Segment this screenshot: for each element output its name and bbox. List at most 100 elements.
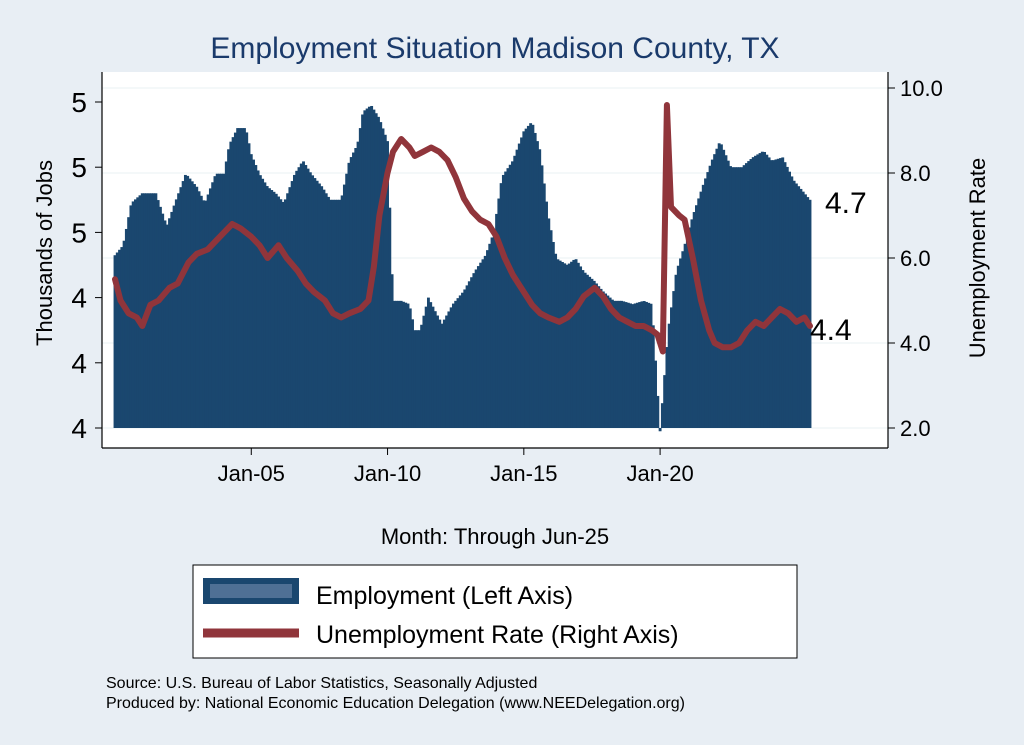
employment-end-label: 4.7	[825, 187, 867, 220]
employment-bar-147	[447, 311, 451, 428]
employment-bar-256	[695, 205, 698, 428]
employment-bar-25	[170, 211, 174, 428]
x-tick-label-3: Jan-20	[626, 461, 693, 486]
employment-bar-250	[681, 251, 685, 428]
employment-bar-55	[238, 128, 242, 428]
employment-bar-139	[429, 302, 433, 428]
employment-bar-138	[426, 297, 430, 428]
employment-bar-298	[790, 176, 794, 428]
employment-bar-61	[252, 159, 255, 429]
employment-bar-167	[492, 229, 496, 428]
employment-bar-292	[776, 158, 780, 429]
employment-bar-142	[436, 315, 439, 428]
employment-bar-207	[583, 272, 587, 428]
employment-bar-243	[665, 347, 669, 428]
employment-bar-31	[183, 174, 187, 428]
employment-bar-158	[472, 273, 476, 428]
left-tick-label-1: 4	[71, 348, 87, 379]
employment-bar-109	[361, 114, 365, 428]
employment-bar-83	[302, 161, 305, 428]
employment-bar-305	[806, 197, 810, 428]
axes	[101, 72, 889, 449]
employment-bar-262	[708, 165, 712, 429]
employment-bar-191	[547, 218, 551, 428]
employment-bar-221	[615, 300, 619, 428]
employment-bar-233	[642, 301, 646, 428]
employment-bar-92	[322, 189, 326, 428]
employment-bar-282	[754, 155, 757, 429]
employment-bar-28	[177, 193, 181, 428]
employment-bar-89	[315, 180, 319, 428]
employment-bar-203	[574, 259, 578, 428]
employment-bar-112	[367, 106, 371, 428]
employment-bar-304	[804, 194, 807, 428]
employment-bar-3	[120, 247, 124, 428]
employment-bar-23	[165, 224, 169, 428]
x-tick-label-0: Jan-05	[218, 461, 285, 486]
x-tick-label-2: Jan-15	[490, 461, 557, 486]
employment-bar-188	[540, 165, 544, 428]
legend-employment-label: Employment (Left Axis)	[316, 582, 573, 610]
employment-bar-143	[438, 319, 442, 428]
employment-bar-71	[274, 193, 278, 428]
employment-bar-102	[345, 173, 349, 428]
employment-bar-255	[692, 212, 696, 428]
employment-bar-283	[756, 154, 760, 428]
employment-bar-64	[258, 175, 262, 428]
employment-bar-173	[506, 168, 510, 429]
employment-bar-179	[520, 137, 523, 428]
employment-bar-162	[481, 259, 485, 428]
employment-bar-10	[136, 197, 140, 428]
right-axis-label: Unemployment Rate	[965, 158, 990, 359]
employment-bar-110	[363, 110, 367, 428]
employment-bar-58	[245, 132, 249, 428]
employment-bar-117	[379, 122, 383, 428]
employment-bar-75	[283, 199, 287, 428]
unemployment-line	[112, 102, 813, 355]
employment-bar-246	[672, 291, 676, 428]
employment-bar-111	[365, 108, 369, 429]
unemployment-line-path	[112, 102, 813, 355]
employment-bar-193	[551, 241, 555, 428]
right-axis-ticks: 2.0 4.0 6.0 8.0 10.0	[888, 76, 943, 441]
employment-bar-263	[710, 159, 714, 429]
employment-bar-104	[349, 157, 353, 428]
employment-bar-53	[233, 132, 237, 428]
employment-bar-216	[604, 293, 608, 428]
employment-bar-238	[654, 360, 657, 428]
unemployment-end-label: 4.4	[810, 314, 852, 347]
employment-bar-288	[767, 157, 771, 429]
left-axis-ticks: 4 4 4 5 5 5	[71, 87, 102, 444]
employment-bar-155	[465, 285, 469, 428]
employment-bar-32	[186, 175, 190, 428]
employment-bar-301	[797, 186, 801, 428]
employment-bar-106	[354, 148, 358, 428]
employment-bar-118	[381, 128, 385, 429]
employment-bar-24	[168, 218, 171, 428]
employment-bar-39	[202, 200, 206, 428]
employment-bar-284	[758, 153, 762, 428]
employment-bar-56	[240, 128, 244, 428]
employment-bar-0	[113, 255, 117, 428]
employment-bar-35	[193, 184, 196, 428]
employment-bar-66	[263, 182, 267, 428]
employment-bar-41	[206, 194, 210, 428]
employment-bar-272	[731, 167, 735, 428]
employment-bar-266	[717, 143, 721, 428]
employment-bar-93	[324, 193, 328, 428]
employment-bar-261	[706, 172, 710, 428]
employment-bar-202	[572, 259, 576, 428]
employment-bar-136	[422, 315, 426, 428]
employment-bar-302	[799, 188, 803, 428]
employment-bar-232	[640, 301, 644, 428]
employment-bar-271	[729, 166, 732, 428]
employment-bar-224	[622, 301, 626, 428]
employment-bar-44	[213, 176, 217, 428]
employment-bar-5	[124, 228, 128, 428]
employment-bar-260	[704, 178, 707, 428]
employment-bar-195	[556, 259, 560, 428]
produced-by-note: Produced by: National Economic Education…	[106, 695, 685, 712]
employment-bar-209	[588, 276, 592, 428]
employment-bar-101	[342, 184, 346, 428]
employment-bar-108	[358, 128, 362, 428]
